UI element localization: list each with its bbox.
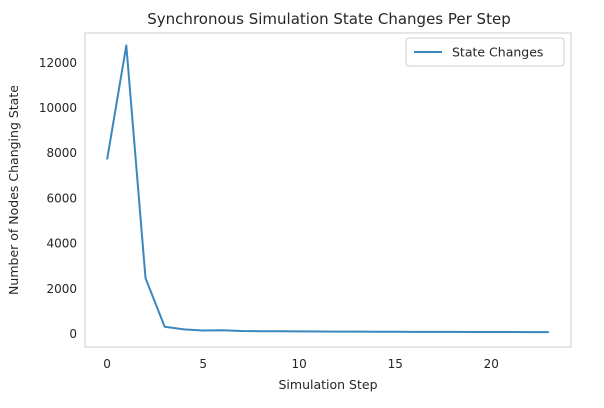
plot-area (84, 32, 572, 348)
legend-box (405, 37, 565, 67)
series-line-state-changes (106, 44, 549, 334)
y-tick-label: 10000 (39, 101, 77, 115)
x-axis-ticks: 0 5 10 15 20 (103, 357, 499, 371)
y-tick-label: 8000 (46, 146, 77, 160)
chart-title: Synchronous Simulation State Changes Per… (147, 10, 510, 28)
x-axis-label: Simulation Step (278, 377, 377, 392)
y-tick-label: 2000 (46, 282, 77, 296)
y-tick-label: 0 (69, 327, 77, 341)
x-tick-label: 10 (292, 357, 307, 371)
y-axis-ticks: 0 2000 4000 6000 8000 10000 12000 (39, 56, 77, 341)
y-axis-label: Number of Nodes Changing State (6, 85, 21, 295)
x-tick-label: 5 (199, 357, 207, 371)
x-tick-label: 15 (388, 357, 403, 371)
legend-label-state-changes: State Changes (452, 45, 543, 60)
legend: State Changes (405, 37, 565, 67)
x-tick-label: 20 (484, 357, 499, 371)
y-tick-label: 4000 (46, 237, 77, 251)
y-tick-label: 6000 (46, 191, 77, 205)
x-tick-label: 0 (103, 357, 111, 371)
y-tick-label: 12000 (39, 56, 77, 70)
